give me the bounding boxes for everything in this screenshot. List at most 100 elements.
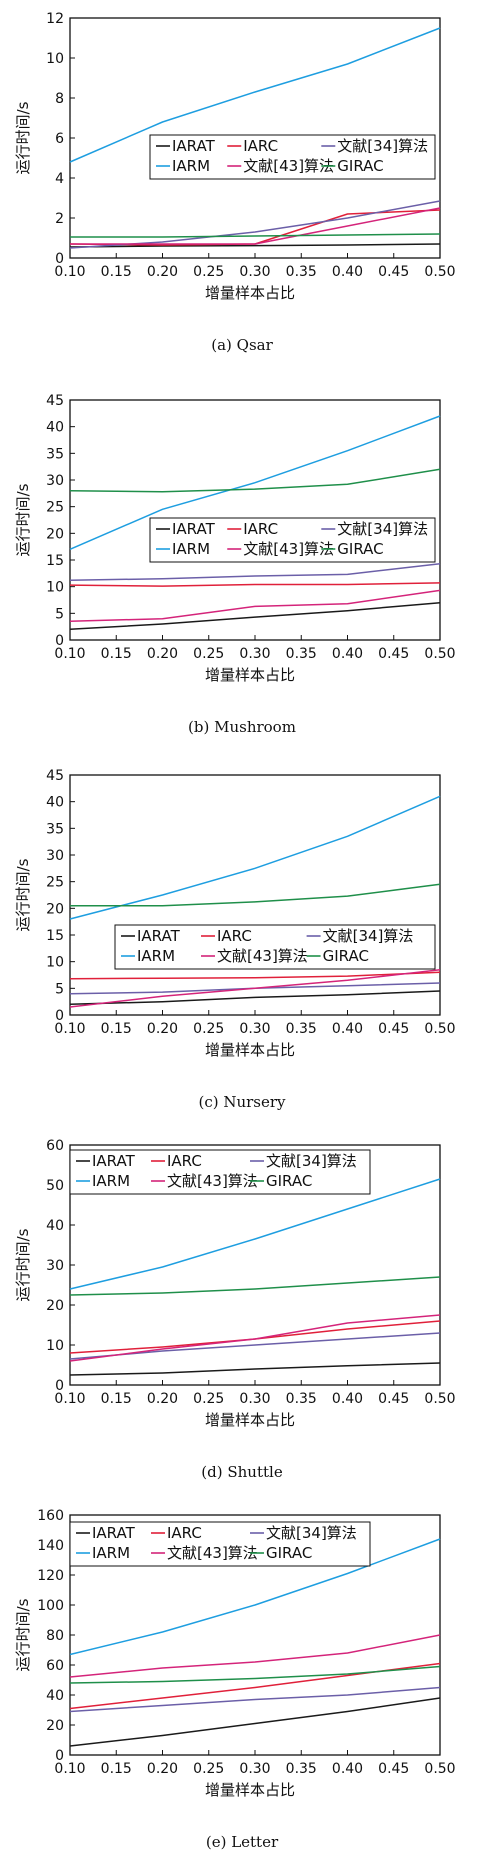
- x-tick-label: 0.15: [101, 1021, 132, 1037]
- legend-label-0: IARAT: [172, 137, 216, 155]
- x-tick-label: 0.50: [424, 1761, 455, 1777]
- x-tick-label: 0.30: [239, 1021, 270, 1037]
- y-tick-label: 10: [46, 1338, 64, 1354]
- series-line-4: [69, 968, 441, 1008]
- y-axis-label: 运行时间/s: [14, 858, 32, 931]
- legend-label-2: 文献[34]算法: [266, 1524, 357, 1542]
- y-tick-label: 20: [46, 1718, 64, 1734]
- y-tick-label: 60: [46, 1138, 64, 1154]
- y-tick-label: 100: [37, 1598, 64, 1614]
- legend-label-2: 文献[34]算法: [337, 137, 428, 155]
- x-tick-label: 0.50: [424, 1391, 455, 1407]
- x-tick-label: 0.25: [193, 1021, 224, 1037]
- series-line-1: [69, 209, 441, 246]
- x-tick-label: 0.40: [332, 1391, 363, 1407]
- legend-label-0: IARAT: [92, 1524, 136, 1542]
- x-axis-label: 增量样本占比: [205, 1041, 295, 1059]
- legend-box: [69, 1521, 371, 1567]
- series-line-3: [69, 1178, 441, 1290]
- series-line-3: [69, 415, 441, 550]
- series-line-5: [70, 883, 441, 907]
- x-tick-label: 0.20: [147, 1021, 178, 1037]
- series-line-5: [70, 233, 441, 238]
- y-tick-label: 140: [37, 1538, 64, 1554]
- chart-1: 0.10 0.15 0.20 0.25 0.30 0.35 0.40 0.45 0.50 0 5 10…: [14, 393, 456, 736]
- legend-label-3: IARM: [92, 1172, 130, 1190]
- series-line-5: [69, 1276, 441, 1296]
- y-tick-label: 160: [37, 1508, 64, 1524]
- x-tick-label: 0.50: [424, 264, 455, 280]
- x-tick-label: 0.40: [332, 1021, 363, 1037]
- x-tick-label: 0.10: [54, 646, 85, 662]
- x-tick-label: 0.45: [378, 646, 409, 662]
- x-tick-label: 0.35: [286, 646, 317, 662]
- series-line-4: [69, 589, 441, 623]
- legend-label-0: IARAT: [137, 927, 181, 945]
- y-tick-label: 25: [46, 875, 64, 891]
- legend-box: [149, 517, 436, 563]
- y-tick-label: 6: [55, 131, 64, 147]
- x-tick-label: 0.15: [101, 646, 132, 662]
- y-tick-label: 80: [46, 1628, 64, 1644]
- x-tick-label: 0.50: [424, 646, 455, 662]
- x-tick-label: 0.25: [193, 1761, 224, 1777]
- y-tick-label: 25: [46, 500, 64, 516]
- y-tick-label: 40: [46, 1688, 64, 1704]
- y-tick-label: 2: [55, 211, 64, 227]
- series-line-1: [69, 971, 441, 980]
- legend-label-0: IARAT: [172, 520, 216, 538]
- legend-label-1: IARC: [167, 1152, 202, 1170]
- x-tick-label: 0.45: [378, 264, 409, 280]
- chart-2: 0.10 0.15 0.20 0.25 0.30 0.35 0.40 0.45 0.50 0 5 10…: [14, 768, 456, 1111]
- x-tick-label: 0.35: [286, 1391, 317, 1407]
- y-tick-label: 35: [46, 821, 64, 837]
- y-tick-label: 120: [37, 1568, 64, 1584]
- chart-caption: (e) Letter: [206, 1833, 279, 1851]
- x-tick-label: 0.20: [147, 1391, 178, 1407]
- legend-label-5: GIRAC: [337, 157, 383, 175]
- legend-label-4: 文献[43]算法: [167, 1172, 258, 1190]
- legend-label-2: 文献[34]算法: [337, 520, 428, 538]
- y-tick-label: 30: [46, 848, 64, 864]
- series-line-2: [69, 1332, 441, 1360]
- legend-label-0: IARAT: [92, 1152, 136, 1170]
- legend-label-4: 文献[43]算法: [217, 947, 308, 965]
- legend-label-3: IARM: [92, 1544, 130, 1562]
- y-tick-label: 4: [55, 171, 64, 187]
- x-tick-label: 0.45: [378, 1391, 409, 1407]
- series-line-0: [69, 1697, 441, 1747]
- y-tick-label: 20: [46, 1298, 64, 1314]
- y-axis-label: 运行时间/s: [14, 1598, 32, 1671]
- y-tick-label: 20: [46, 526, 64, 542]
- legend-label-5: GIRAC: [323, 947, 369, 965]
- x-tick-label: 0.45: [378, 1761, 409, 1777]
- chart-caption: (a) Qsar: [211, 336, 273, 354]
- legend-label-4: 文献[43]算法: [243, 157, 334, 175]
- y-tick-label: 10: [46, 51, 64, 67]
- y-tick-label: 30: [46, 473, 64, 489]
- chart-caption: (c) Nursery: [198, 1093, 286, 1111]
- y-tick-label: 8: [55, 91, 64, 107]
- x-tick-label: 0.10: [54, 264, 85, 280]
- x-tick-label: 0.40: [332, 1761, 363, 1777]
- series-line-4: [70, 207, 441, 245]
- y-axis-label: 运行时间/s: [14, 483, 32, 556]
- series-line-3: [69, 27, 441, 163]
- legend: IARAT IARC 文献[34]算法 IARM 文献[43]算法 GIRAC: [149, 517, 436, 563]
- series-line-5: [69, 468, 441, 493]
- y-axis-label: 运行时间/s: [14, 1228, 32, 1301]
- series-line-0: [69, 1362, 441, 1376]
- y-tick-label: 0: [55, 251, 64, 267]
- legend-label-3: IARM: [172, 540, 210, 558]
- series-line-3: [69, 795, 441, 920]
- series-line-5: [69, 1665, 441, 1684]
- x-tick-label: 0.15: [101, 1391, 132, 1407]
- legend-box: [149, 134, 436, 180]
- y-tick-label: 5: [55, 606, 64, 622]
- x-tick-label: 0.45: [378, 1021, 409, 1037]
- x-tick-label: 0.10: [54, 1021, 85, 1037]
- x-axis-label: 增量样本占比: [205, 666, 295, 684]
- y-tick-label: 40: [46, 795, 64, 811]
- chart-4: 0.10 0.15 0.20 0.25 0.30 0.35 0.40 0.45 0.50 0 20 4…: [14, 1508, 456, 1851]
- series-line-0: [69, 990, 441, 1006]
